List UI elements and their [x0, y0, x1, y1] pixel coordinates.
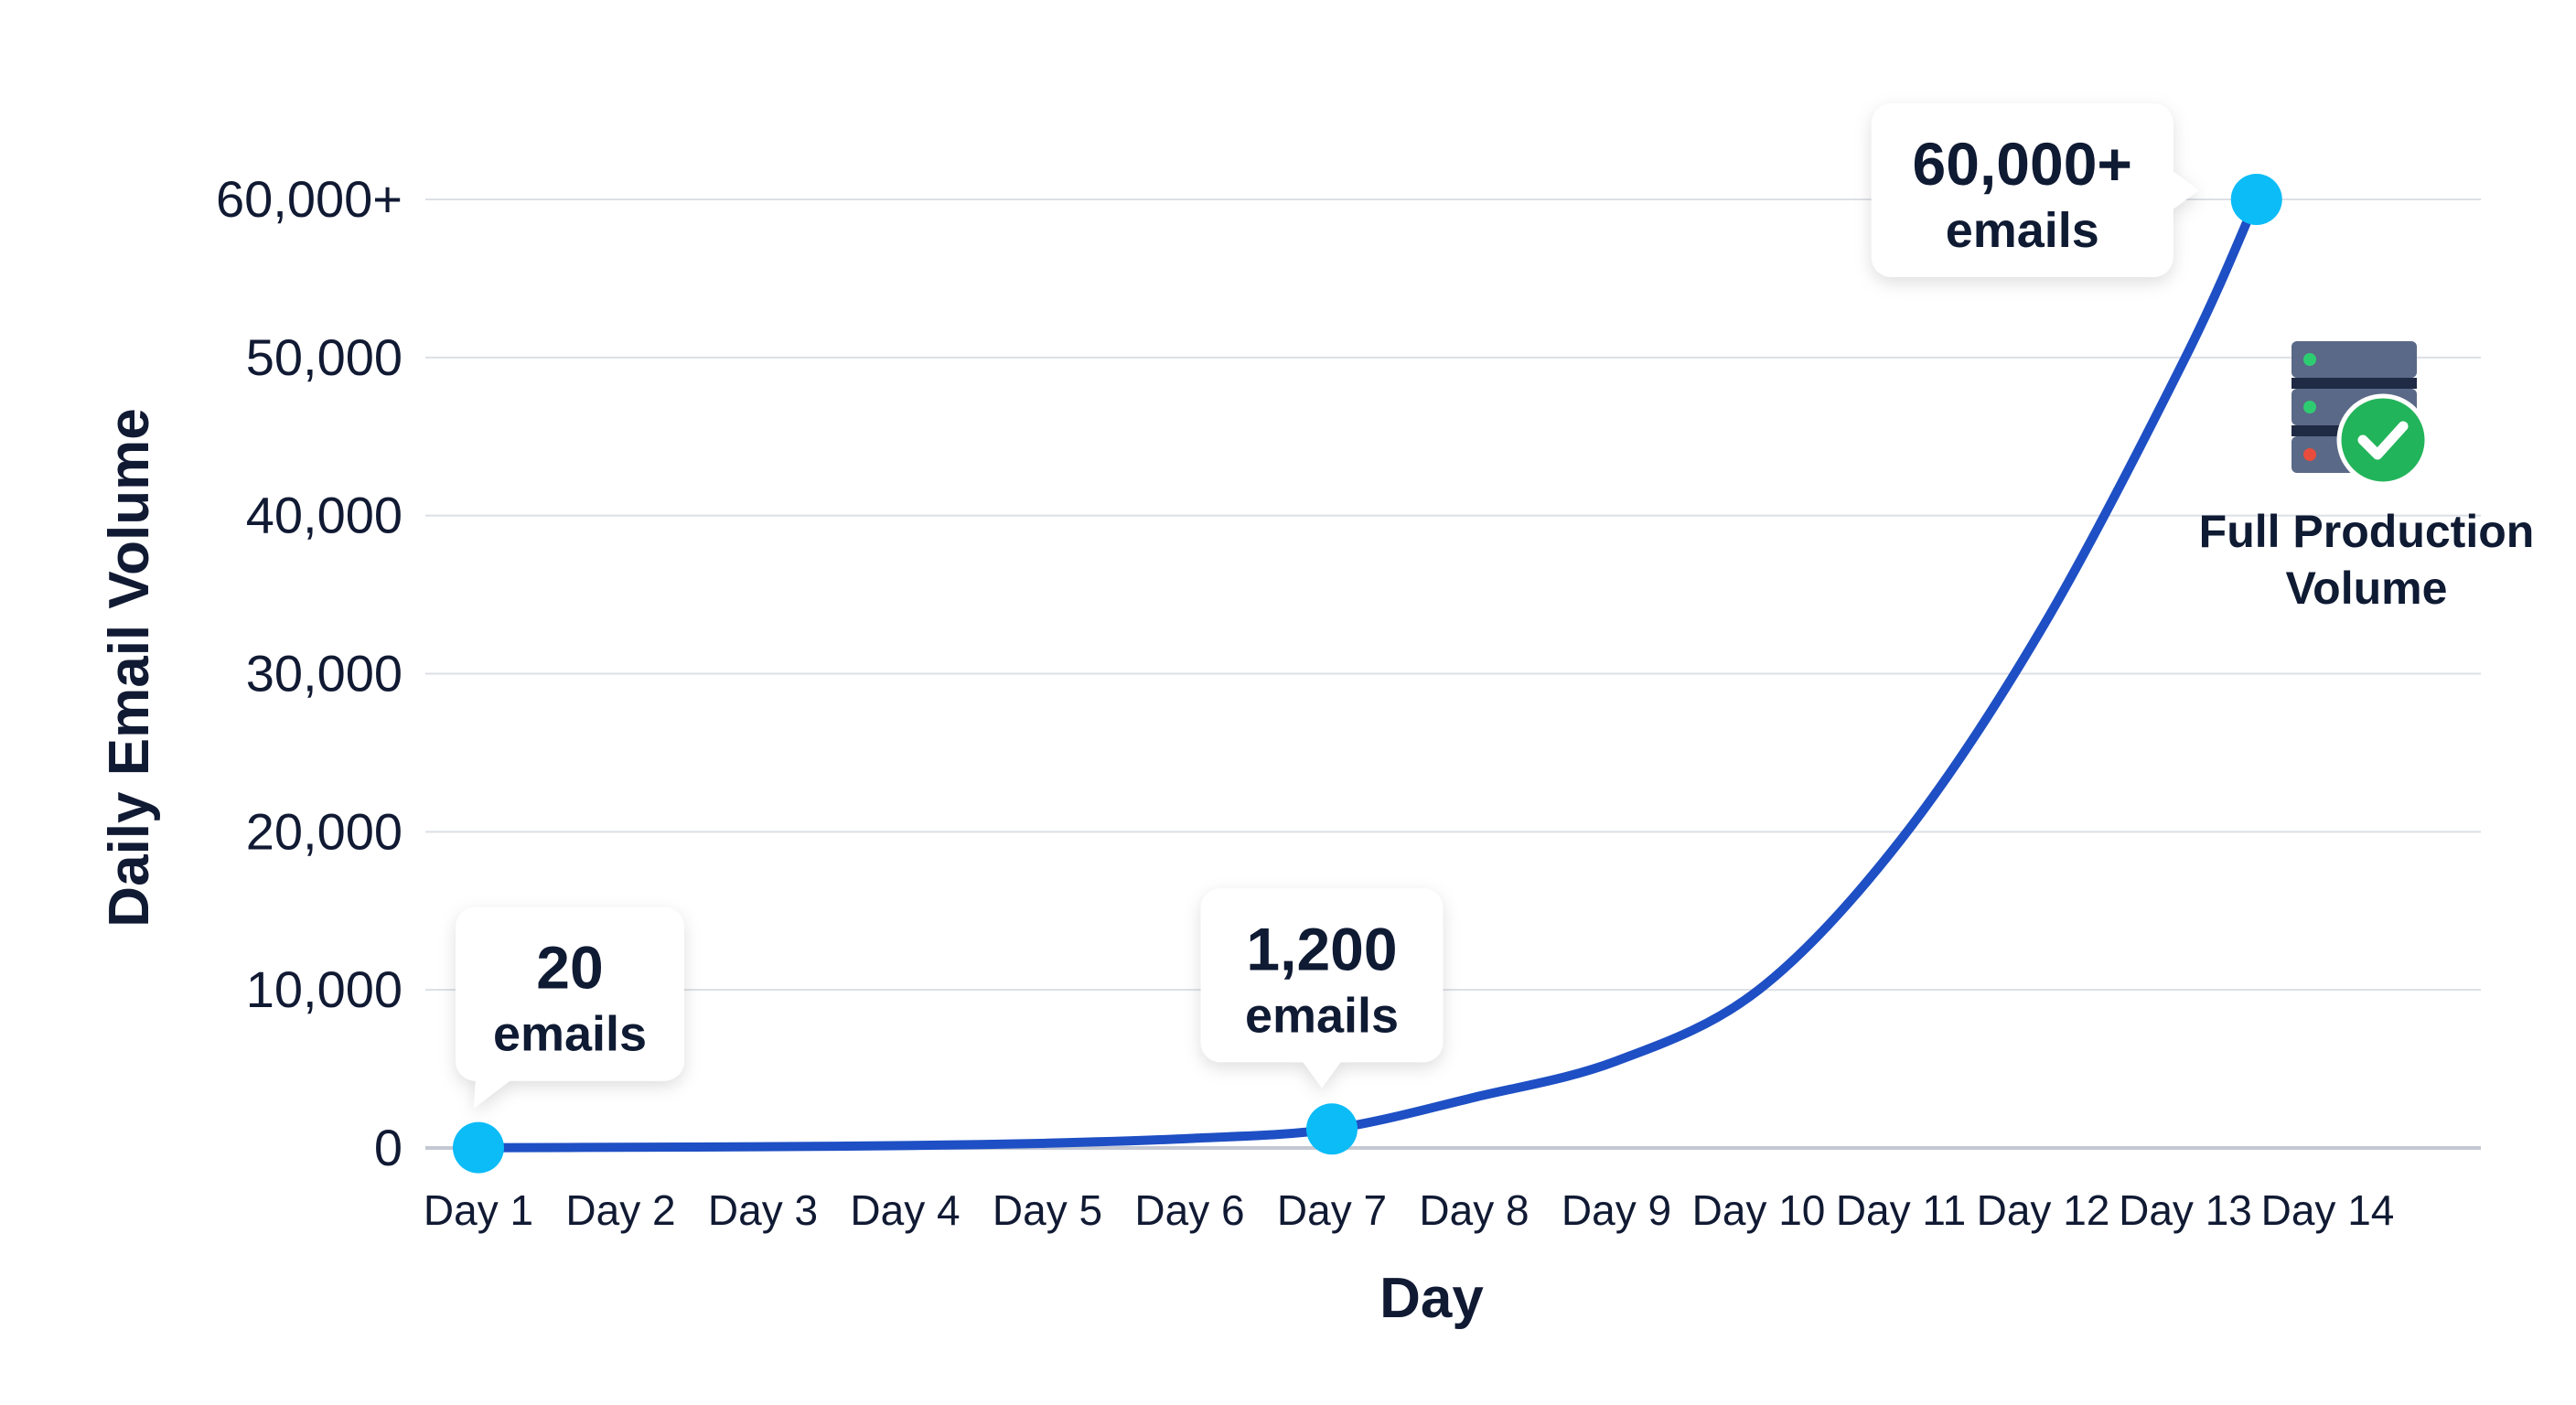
x-tick-label: Day 7: [1277, 1186, 1387, 1234]
highlight-marker: [1306, 1103, 1358, 1155]
y-tick-label: 0: [374, 1119, 402, 1176]
callout-unit: emails: [1946, 203, 2099, 258]
series-line: [474, 195, 2261, 1153]
x-axis-title: Day: [1379, 1267, 1484, 1330]
series-layer: [474, 195, 2261, 1153]
annotation-line-1: Full Production: [2199, 506, 2535, 557]
callout-box: [456, 906, 684, 1109]
callout-value: 20: [536, 934, 603, 1002]
x-tick-label: Day 6: [1134, 1186, 1244, 1234]
highlight-marker: [2230, 174, 2282, 225]
x-tick-label: Day 1: [424, 1186, 533, 1234]
grid-lines: [425, 198, 2481, 1150]
server-check-icon: [2292, 341, 2430, 487]
callout-value: 60,000+: [1913, 130, 2132, 198]
y-tick-label: 30,000: [246, 645, 402, 702]
x-tick-label: Day 4: [850, 1186, 960, 1234]
callout-unit: emails: [493, 1007, 647, 1062]
highlight-marker: [453, 1121, 504, 1174]
x-tick-label: Day 13: [2119, 1186, 2252, 1234]
callout-box: [1200, 888, 1444, 1089]
x-tick-label: Day 3: [708, 1186, 818, 1234]
x-tick-label: Day 10: [1692, 1186, 1826, 1234]
y-tick-label: 40,000: [246, 487, 402, 544]
x-tick-label: Day 9: [1562, 1186, 1671, 1234]
x-tick-label: Day 8: [1419, 1186, 1529, 1234]
y-tick-label: 20,000: [246, 802, 402, 860]
callout-unit: emails: [1245, 988, 1399, 1043]
x-tick-label: Day 5: [993, 1186, 1102, 1234]
x-tick-labels: Day 1 Day 2 Day 3 Day 4 Day 5 Day 6 Day 7 Day 8…: [424, 1186, 2394, 1234]
x-tick-label: Day 12: [1977, 1186, 2110, 1234]
annotation-line-2: Volume: [2286, 563, 2448, 614]
callout-box: [1871, 103, 2199, 277]
y-tick-label: 10,000: [246, 960, 402, 1018]
x-tick-label: Day 11: [1836, 1186, 1966, 1234]
x-tick-label: Day 2: [565, 1186, 675, 1234]
y-axis-title: Daily Email Volume: [98, 408, 161, 927]
y-tick-label: 60,000+: [216, 170, 402, 228]
callout-value: 1,200: [1246, 915, 1397, 982]
x-tick-label: Day 14: [2261, 1186, 2395, 1234]
y-tick-labels: 0 10,000 20,000 30,000 40,000 50,000 60,000+: [216, 170, 402, 1176]
y-tick-label: 50,000: [246, 328, 402, 386]
